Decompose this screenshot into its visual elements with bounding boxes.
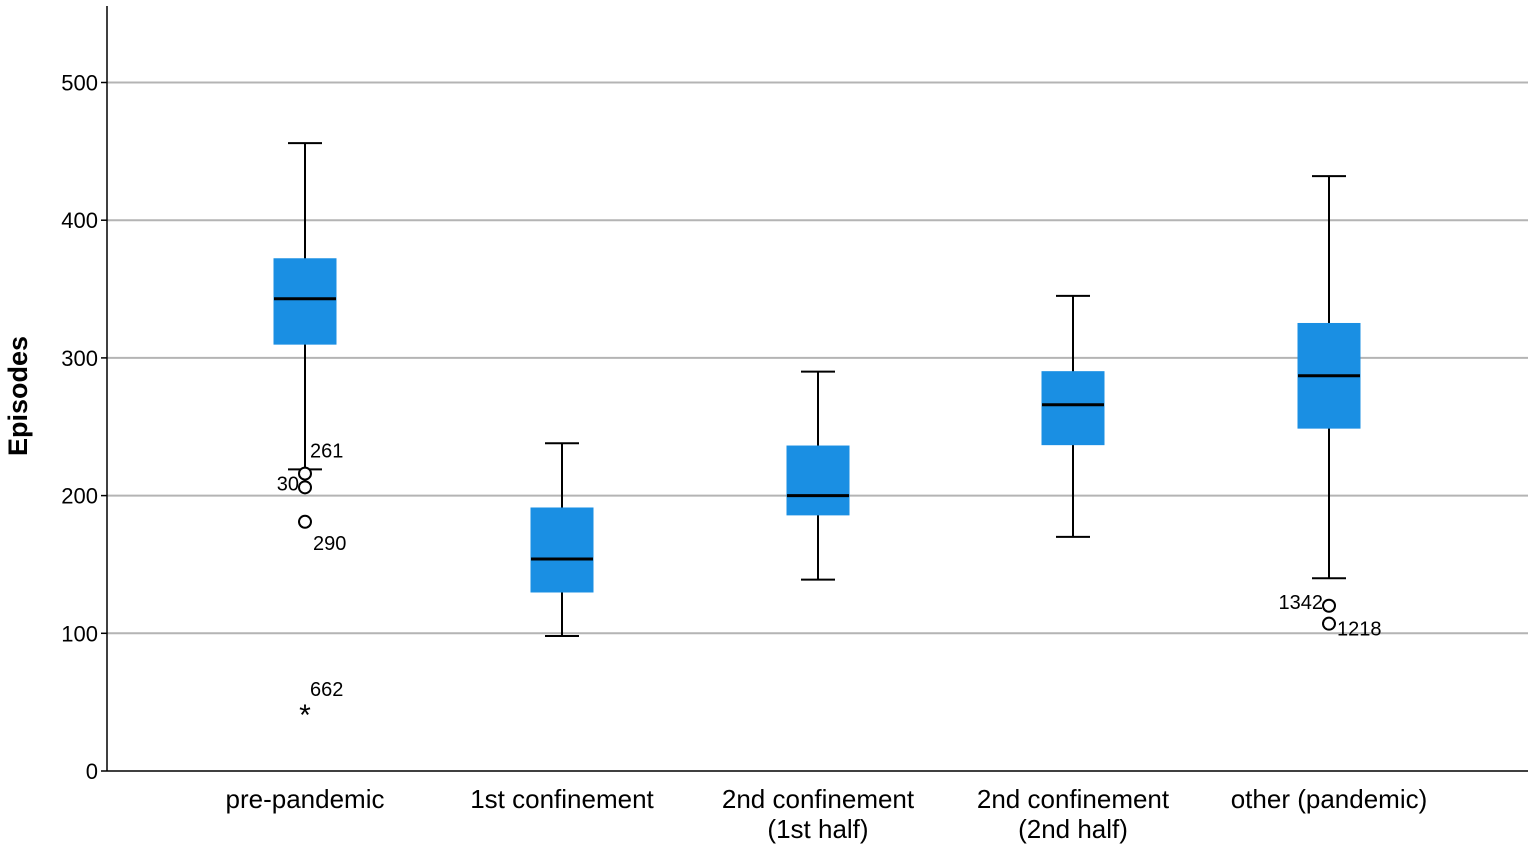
outlier-marker (298, 514, 312, 529)
iqr-box (1041, 371, 1105, 446)
iqr-box (786, 445, 850, 516)
outlier-290: 290 (298, 514, 346, 555)
iqr-box (530, 507, 594, 593)
gridlines (107, 81, 1528, 635)
outlier-1218: 1218 (1322, 616, 1382, 641)
outlier-marker (1322, 616, 1336, 631)
outlier-1342: 1342 (1279, 592, 1336, 614)
y-tick-label: 0 (86, 759, 98, 784)
y-tick-label: 100 (61, 621, 98, 646)
y-tick-label: 400 (61, 208, 98, 233)
outlier-261: 261 (298, 441, 343, 481)
outlier-label: 30 (277, 473, 299, 495)
x-category-label: 2nd confinement (722, 784, 915, 814)
outlier-label: 1342 (1279, 592, 1324, 614)
y-tick-label: 200 (61, 484, 98, 509)
x-category-label: (2nd half) (1018, 814, 1128, 844)
outlier-marker (1322, 598, 1336, 613)
box-2 (786, 370, 850, 581)
outlier-30: 30 (277, 473, 312, 495)
outlier-label: 662 (310, 679, 343, 701)
x-axis-category-labels: pre-pandemic 1st confinement 2nd confineme… (226, 784, 1428, 844)
box-1 (530, 442, 594, 638)
y-tick-label: 500 (61, 71, 98, 96)
outlier-662: *662 (299, 679, 343, 732)
x-category-label: 1st confinement (470, 784, 654, 814)
outlier-label: 261 (310, 441, 343, 463)
x-category-label: 2nd confinement (977, 784, 1170, 814)
iqr-box (273, 258, 337, 345)
y-axis-label: Episodes (3, 336, 33, 456)
x-category-label: (1st half) (767, 814, 868, 844)
axes (106, 6, 1528, 772)
box-3 (1041, 294, 1105, 538)
outlier-marker (298, 466, 312, 481)
box-4 (1297, 175, 1361, 580)
boxes (273, 142, 1361, 638)
box-0 (273, 142, 337, 471)
y-axis-ticks: 0 100 200 300 400 500 (61, 71, 107, 784)
extreme-marker: * (299, 699, 311, 732)
outlier-marker (298, 480, 312, 495)
y-tick-label: 300 (61, 346, 98, 371)
x-category-label: pre-pandemic (226, 784, 385, 814)
x-category-label: other (pandemic) (1231, 784, 1428, 814)
outliers: 261 30 290 *662 1342 1218 (277, 441, 1382, 732)
outlier-label: 290 (313, 533, 346, 555)
outlier-label: 1218 (1337, 619, 1382, 641)
